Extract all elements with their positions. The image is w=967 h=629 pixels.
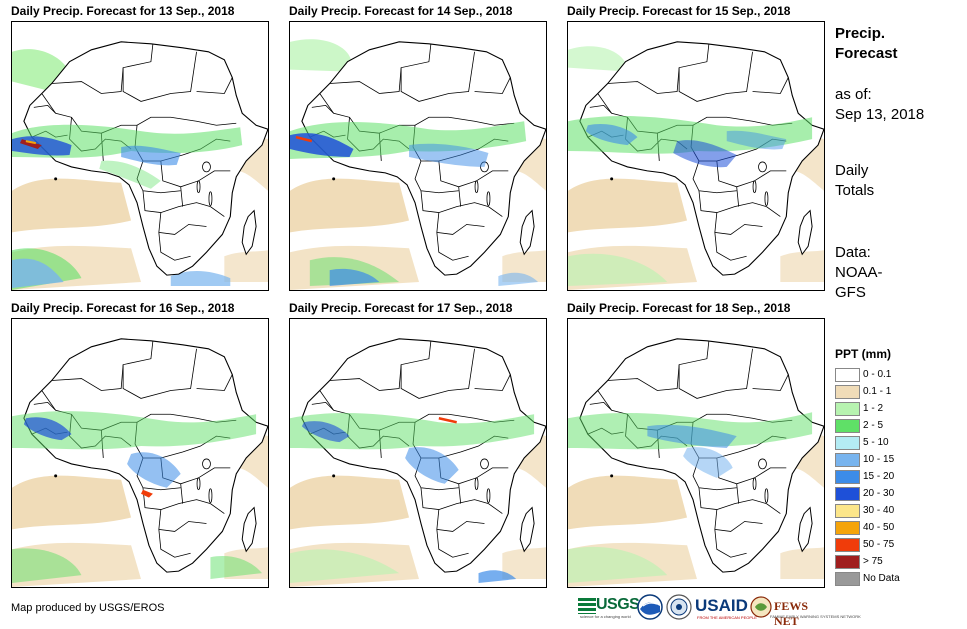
panel-title: Daily Precip. Forecast for 17 Sep., 2018	[289, 301, 513, 315]
as-of-label: as of:	[835, 86, 872, 103]
panel-title: Daily Precip. Forecast for 15 Sep., 2018	[567, 4, 791, 18]
panel-title: Daily Precip. Forecast for 16 Sep., 2018	[11, 301, 235, 315]
legend-label: 40 - 50	[863, 522, 895, 533]
credit-text: Map produced by USGS/EROS	[11, 602, 165, 614]
as-of-date: Sep 13, 2018	[835, 106, 925, 123]
precip-map	[11, 318, 269, 588]
totals-line-2: Totals	[835, 182, 875, 199]
panel-title: Daily Precip. Forecast for 13 Sep., 2018	[11, 4, 235, 18]
title-line-1: Precip.	[835, 25, 886, 42]
legend-label: 0.1 - 1	[863, 386, 892, 397]
legend-swatch	[835, 368, 860, 382]
seal-logo-icon	[666, 594, 692, 622]
forecast-panel-sep-17: Daily Precip. Forecast for 17 Sep., 2018	[289, 301, 547, 588]
precip-map	[11, 21, 269, 291]
as-of-block: as of: Sep 13, 2018	[835, 85, 924, 125]
noaa-logo-icon	[637, 594, 663, 622]
usgs-logo: USGS science for a changing world	[578, 596, 640, 619]
panel-title: Daily Precip. Forecast for 14 Sep., 2018	[289, 4, 513, 18]
legend-label: 20 - 30	[863, 488, 895, 499]
legend-swatch	[835, 504, 860, 518]
precip-map	[289, 318, 547, 588]
legend-label: 30 - 40	[863, 505, 895, 516]
usaid-logo: USAID FROM THE AMERICAN PEOPLE	[695, 596, 757, 620]
legend-swatch	[835, 555, 860, 569]
legend-swatch	[835, 436, 860, 450]
totals-block: Daily Totals	[835, 161, 874, 201]
legend-label: 50 - 75	[863, 539, 895, 550]
panel-title: Daily Precip. Forecast for 18 Sep., 2018	[567, 301, 791, 315]
legend-swatch	[835, 538, 860, 552]
legend-swatch	[835, 521, 860, 535]
legend-swatch	[835, 487, 860, 501]
data-line-3: GFS	[835, 284, 866, 301]
data-source-block: Data: NOAA- GFS	[835, 243, 883, 303]
fews-net-logo: FEWS NET FAMINE EARLY WARNING SYSTEMS NE…	[750, 594, 861, 628]
precip-map	[567, 21, 825, 291]
legend-title: PPT (mm)	[835, 347, 892, 361]
legend-swatch	[835, 419, 860, 433]
legend-swatch	[835, 402, 860, 416]
legend-swatch	[835, 385, 860, 399]
legend-label: 2 - 5	[863, 420, 884, 431]
legend-label: 15 - 20	[863, 471, 895, 482]
legend-label: No Data	[863, 573, 900, 584]
forecast-panel-sep-16: Daily Precip. Forecast for 16 Sep., 2018	[11, 301, 269, 588]
legend-label: 10 - 15	[863, 454, 895, 465]
legend-swatch	[835, 470, 860, 484]
legend-label: 1 - 2	[863, 403, 884, 414]
legend-label: 0 - 0.1	[863, 369, 892, 380]
forecast-panel-sep-14: Daily Precip. Forecast for 14 Sep., 2018	[289, 4, 547, 291]
title-line-2: Forecast	[835, 45, 898, 62]
totals-line-1: Daily	[835, 162, 869, 179]
forecast-panel-sep-15: Daily Precip. Forecast for 15 Sep., 2018	[567, 4, 825, 291]
legend-swatch	[835, 453, 860, 467]
sidebar-title: Precip. Forecast	[835, 24, 898, 64]
legend-label: 5 - 10	[863, 437, 889, 448]
usgs-mark-icon	[578, 598, 596, 614]
forecast-panel-sep-18: Daily Precip. Forecast for 18 Sep., 2018	[567, 301, 825, 588]
logo-strip: USGS science for a changing world USAID …	[578, 594, 861, 628]
forecast-panel-sep-13: Daily Precip. Forecast for 13 Sep., 2018	[11, 4, 269, 291]
legend-swatch	[835, 572, 860, 586]
data-line-2: NOAA-	[835, 264, 883, 281]
legend-label: > 75	[863, 556, 883, 567]
precip-map	[289, 21, 547, 291]
data-line-1: Data:	[835, 244, 871, 261]
precip-map	[567, 318, 825, 588]
